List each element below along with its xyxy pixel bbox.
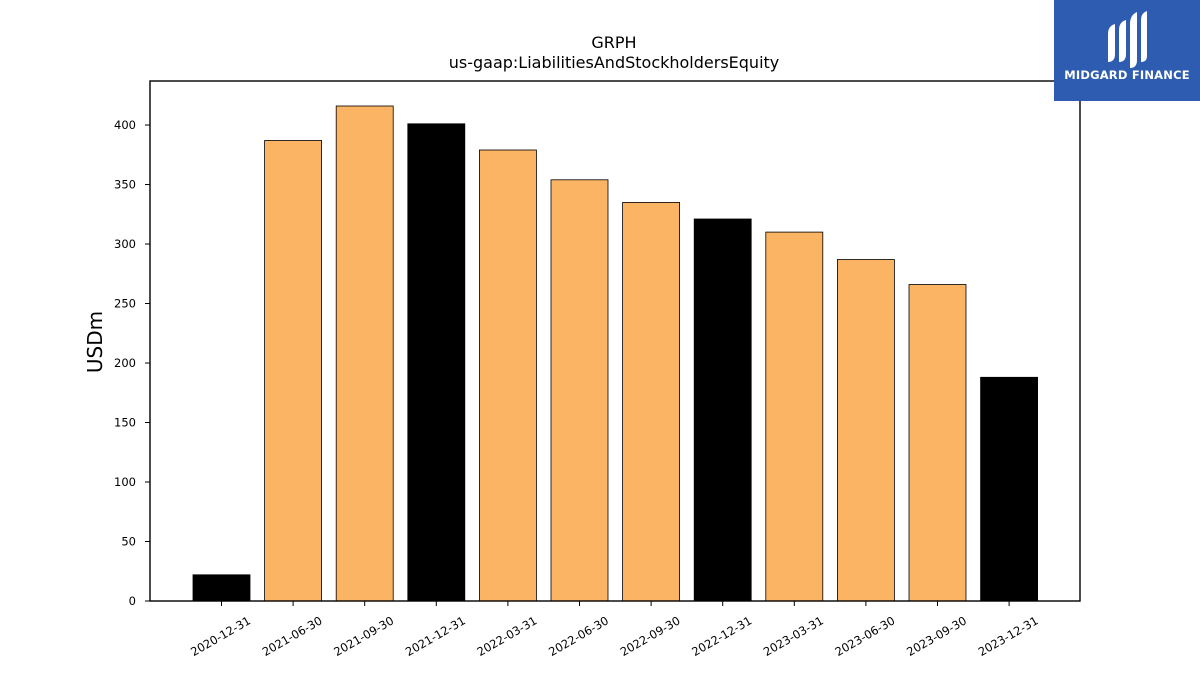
bar-2022-03-31 <box>478 149 537 602</box>
x-tick-label: 2023-09-30 <box>904 613 969 659</box>
bar-2022-09-30 <box>622 201 680 602</box>
y-tick-label: 250 <box>114 297 136 311</box>
y-tick-label: 350 <box>114 178 136 192</box>
y-tick-label: 0 <box>129 594 136 608</box>
chart-subtitle: us-gaap:LiabilitiesAndStockholdersEquity <box>449 53 780 72</box>
bar-2023-09-30 <box>908 284 967 602</box>
x-tick-label: 2023-06-30 <box>833 613 898 659</box>
y-tick-label: 100 <box>114 475 136 489</box>
y-tick-label: 300 <box>114 237 136 251</box>
y-tick-label: 150 <box>114 416 136 430</box>
x-tick-label: 2023-03-31 <box>761 613 826 659</box>
y-tick-label: 400 <box>114 118 136 132</box>
y-tick-label: 200 <box>114 356 136 370</box>
bar-2023-06-30 <box>837 259 895 602</box>
bar-2022-06-30 <box>550 179 609 602</box>
midgard-logo-icon <box>1108 11 1147 68</box>
midgard-finance-logo: MIDGARD FINANCE <box>1054 0 1200 101</box>
plot-frame <box>149 80 1081 602</box>
bar-2021-12-31 <box>407 123 466 602</box>
x-tick-label: 2023-12-31 <box>976 613 1041 659</box>
bar-2023-12-31 <box>980 376 1038 602</box>
x-tick-label: 2021-09-30 <box>331 613 396 659</box>
x-tick-label: 2022-06-30 <box>546 613 611 659</box>
bar-2023-03-31 <box>765 231 824 602</box>
chart-title: GRPH <box>591 33 636 52</box>
x-tick-label: 2022-03-31 <box>475 613 540 659</box>
bar-2022-12-31 <box>693 218 752 602</box>
logo-text: MIDGARD FINANCE <box>1064 68 1190 82</box>
x-tick-label: 2021-12-31 <box>403 613 468 659</box>
x-tick-label: 2022-09-30 <box>618 613 683 659</box>
x-tick-label: 2022-12-31 <box>689 613 754 659</box>
y-axis-label: USDm <box>83 311 107 373</box>
bar-2021-06-30 <box>264 140 323 602</box>
bar-2021-09-30 <box>335 105 394 602</box>
bar-2020-12-31 <box>192 574 251 602</box>
x-tick-label: 2021-06-30 <box>260 613 325 659</box>
y-tick-label: 50 <box>121 535 136 549</box>
x-tick-label: 2020-12-31 <box>188 613 253 659</box>
